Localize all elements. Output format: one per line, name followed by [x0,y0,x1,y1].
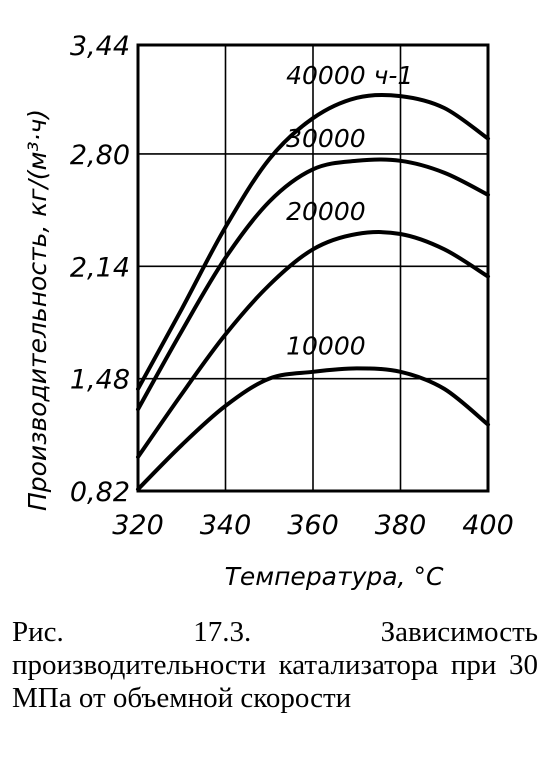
series-label: 20000 [286,197,366,226]
chart-plot: 320 340 360 380 400 0,82 1,48 2,14 2,80 3,44 400… [23,31,514,591]
y-tick-labels: 0,82 1,48 2,14 2,80 3,44 [70,31,130,508]
curve-labels: 40000 ч-1 30000 20000 10000 [286,61,413,361]
series-curve [136,366,490,492]
series-curve [136,230,490,459]
x-tick-label: 320 [112,510,164,541]
series-curve [136,157,490,412]
x-tick-label: 360 [287,510,339,541]
y-axis-title: Производительность, кг/(м³·ч) [23,109,52,511]
x-axis-title: Температура, °С [225,562,444,591]
series-curve [136,92,490,391]
curves [136,92,490,492]
figure: 320 340 360 380 400 0,82 1,48 2,14 2,80 3,44 400… [23,31,514,591]
grid [138,45,488,491]
y-tick-label: 2,14 [70,252,130,283]
y-tick-label: 0,82 [70,477,130,508]
figure-caption: Рис. 17.3. Зависимость производительност… [12,616,538,714]
x-tick-labels: 320 340 360 380 400 [112,510,514,541]
series-label: 30000 [286,124,366,153]
y-tick-label: 2,80 [70,140,130,171]
series-label: 40000 ч-1 [286,61,413,90]
x-tick-label: 340 [200,510,252,541]
y-tick-label: 1,48 [70,365,130,396]
x-tick-label: 400 [462,510,514,541]
y-tick-label: 3,44 [70,31,130,62]
x-tick-label: 380 [375,510,427,541]
plot-frame [136,43,490,493]
series-label: 10000 [286,331,366,360]
